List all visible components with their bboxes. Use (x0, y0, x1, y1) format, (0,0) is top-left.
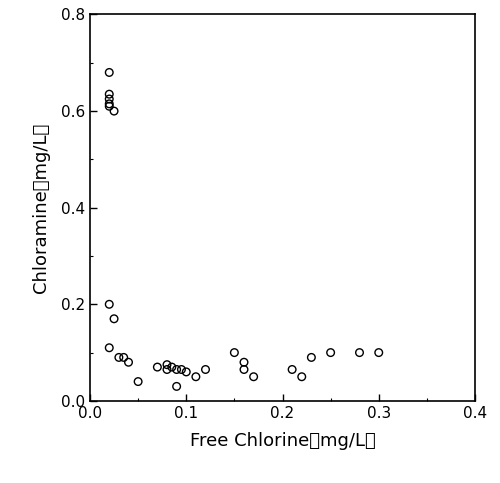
Point (182, 368, 190, 376)
Point (110, 107, 118, 115)
Point (172, 383, 180, 390)
Point (230, 349, 238, 356)
Point (163, 361, 171, 369)
Point (192, 373, 200, 381)
Point (326, 349, 334, 356)
Point (115, 354, 123, 361)
Point (163, 366, 171, 373)
Point (105, 95, 113, 103)
Point (375, 349, 383, 356)
Point (154, 363, 162, 371)
Point (250, 373, 258, 381)
X-axis label: Free Chlorine（mg/L）: Free Chlorine（mg/L） (190, 432, 376, 450)
Point (172, 366, 180, 373)
Point (134, 378, 142, 385)
Point (124, 358, 132, 366)
Point (105, 100, 113, 108)
Point (110, 315, 118, 323)
Point (202, 366, 209, 373)
Point (298, 373, 306, 381)
Point (356, 349, 364, 356)
Point (105, 69, 113, 76)
Point (288, 366, 296, 373)
Point (240, 358, 248, 366)
Point (105, 102, 113, 110)
Point (105, 300, 113, 308)
Y-axis label: Chloramine（mg/L）: Chloramine（mg/L） (32, 123, 50, 293)
Point (308, 354, 316, 361)
Point (105, 90, 113, 98)
Point (240, 366, 248, 373)
Point (168, 363, 176, 371)
Point (178, 366, 186, 373)
Point (120, 354, 128, 361)
Point (105, 344, 113, 352)
